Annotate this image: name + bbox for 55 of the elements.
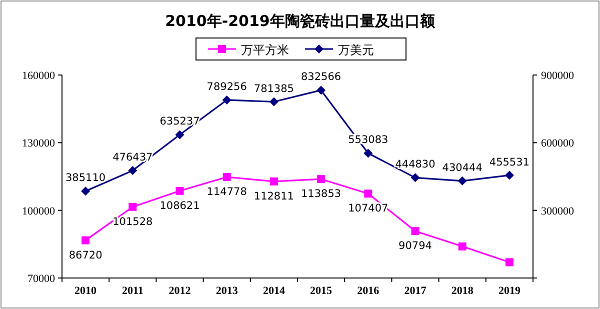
data-label: 789256 <box>206 80 248 93</box>
point <box>81 186 90 196</box>
data-label: 108621 <box>160 200 200 212</box>
point <box>222 95 232 104</box>
point <box>410 173 420 182</box>
x-tick-label: 2017 <box>404 285 427 297</box>
point <box>175 130 184 140</box>
y-tick-label: 70000 <box>28 273 56 285</box>
data-label: 385110 <box>66 172 106 184</box>
y2-tick-label: 900000 <box>541 70 574 82</box>
point <box>364 148 373 158</box>
legend-label: 万美元 <box>338 43 374 57</box>
point <box>317 175 326 184</box>
data-label: 90794 <box>398 240 432 252</box>
data-label: 781385 <box>254 82 294 95</box>
y2-tick-label: 600000 <box>541 138 574 150</box>
data-label: 430444 <box>442 162 483 174</box>
legend-label: 万平方米 <box>241 43 289 57</box>
point <box>269 97 278 106</box>
x-tick-label: 2019 <box>498 285 521 297</box>
point <box>128 166 138 176</box>
y-tick-label: 100000 <box>22 205 56 218</box>
data-label: 113853 <box>301 188 342 200</box>
point <box>505 258 514 266</box>
x-tick-label: 2013 <box>216 285 238 297</box>
data-label: 86720 <box>68 249 102 262</box>
point <box>411 227 420 236</box>
point <box>128 202 137 211</box>
x-tick-label: 2015 <box>310 285 333 297</box>
x-tick-label: 2016 <box>357 285 380 297</box>
x-tick-label: 2014 <box>262 285 286 297</box>
data-label: 101528 <box>112 216 153 228</box>
data-label: 455531 <box>489 156 530 168</box>
data-label: 114778 <box>206 186 247 198</box>
point <box>458 242 466 250</box>
x-tick-label: 2018 <box>451 285 474 297</box>
point <box>270 177 278 186</box>
data-label: 832566 <box>301 71 342 84</box>
point <box>222 173 231 181</box>
point <box>504 170 514 180</box>
x-tick-label: 2010 <box>74 285 98 297</box>
data-label: 112811 <box>254 190 294 202</box>
data-label: 107407 <box>348 202 388 215</box>
y-tick-label: 130000 <box>22 138 56 150</box>
point <box>458 176 467 186</box>
x-tick-label: 2012 <box>168 285 192 297</box>
y2-tick-label: 300000 <box>541 205 574 218</box>
point <box>82 236 90 244</box>
point <box>176 186 184 195</box>
point <box>364 190 372 198</box>
point <box>316 86 326 95</box>
data-label: 444830 <box>395 158 436 171</box>
chart-title: 2010年-2019年陶瓷砖出口量及出口额 <box>165 12 436 30</box>
y-tick-label: 160000 <box>22 70 56 82</box>
x-tick-label: 2011 <box>122 285 144 297</box>
